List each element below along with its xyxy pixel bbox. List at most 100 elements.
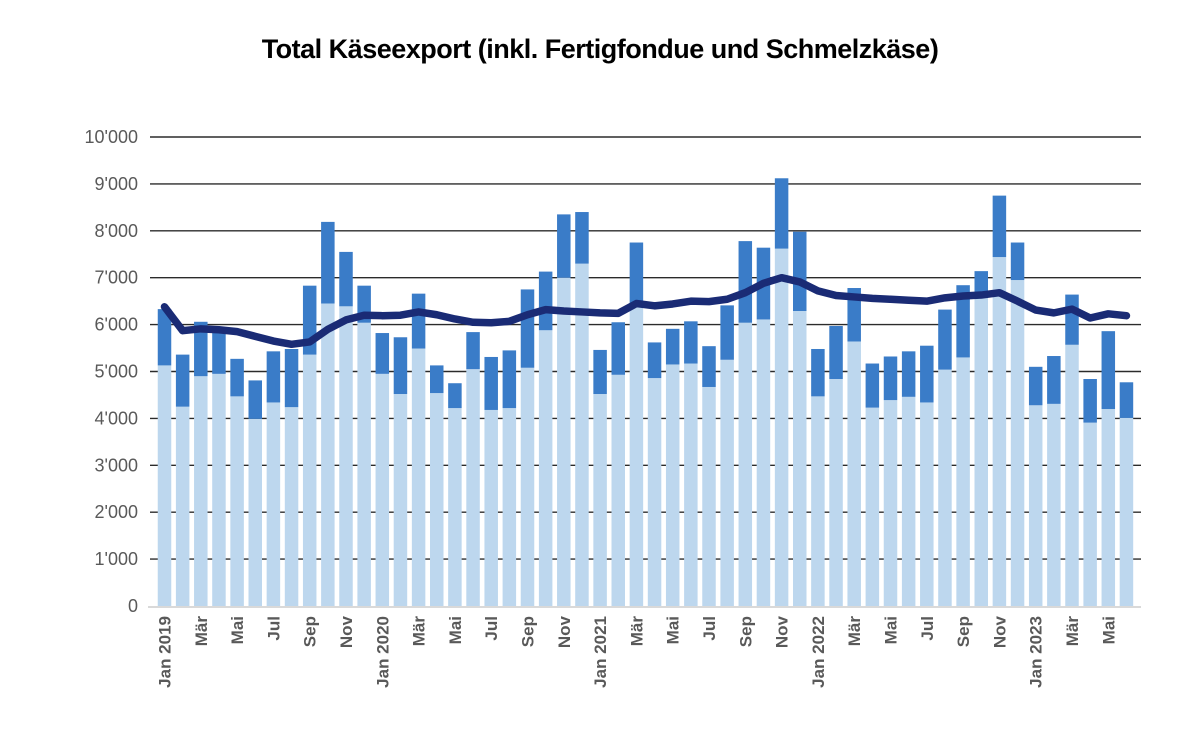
bar-light-segment [284, 407, 299, 606]
x-axis-label: Mai [1099, 616, 1118, 644]
bar-dark-segment [375, 333, 390, 374]
x-axis-label: Jan 2022 [809, 616, 828, 688]
bar-dark-segment [411, 293, 426, 349]
x-axis-label: Mär [1063, 616, 1082, 647]
bar-light-segment [194, 376, 208, 606]
bar-dark-segment [865, 363, 880, 408]
trend-line [160, 273, 1131, 349]
bar-light-segment [411, 348, 426, 606]
bar-light-segment [920, 402, 934, 606]
bar-dark-segment [702, 346, 716, 387]
x-axis-label: Mär [627, 616, 646, 647]
bar-light-segment [212, 373, 226, 606]
bar-dark-segment [538, 271, 553, 331]
bar-dark-segment [484, 356, 498, 410]
bar-light-segment [302, 354, 317, 606]
bar-light-segment [321, 303, 335, 606]
bar-dark-segment [974, 271, 988, 297]
bar-dark-segment [684, 321, 698, 364]
x-axis-label: Sep [954, 616, 973, 647]
bar-light-segment [266, 402, 281, 606]
bar-dark-segment [466, 332, 480, 370]
y-axis-label: 3'000 [95, 455, 138, 475]
bar-dark-segment [157, 309, 172, 366]
bar-light-segment [157, 365, 172, 606]
bar-dark-segment [230, 358, 244, 397]
x-axis-label: Nov [555, 615, 574, 648]
x-axis-labels: Jan 2019 Mär Mai Jul Sep Nov Jan 2020 Mär Mai Jul… [156, 615, 1119, 687]
bar-dark-segment [593, 349, 607, 395]
y-axis-label: 6'000 [95, 315, 138, 335]
bar-dark-segment [1083, 379, 1097, 423]
x-axis-label: Mär [410, 616, 429, 647]
bar-dark-segment [284, 348, 299, 408]
bar-light-segment [665, 364, 680, 606]
bar-light-segment [575, 263, 589, 606]
x-axis-label: Sep [301, 616, 320, 647]
bar-dark-segment [920, 345, 934, 403]
bar-light-segment [466, 369, 480, 606]
y-axis-labels: 0 1'000 2'000 3'000 4'000 5'000 6'000 7'000 8'00… [85, 127, 139, 616]
x-axis-label: Jan 2020 [373, 616, 392, 688]
x-axis-label: Jan 2023 [1027, 616, 1046, 688]
bar-light-segment [430, 393, 444, 606]
bar-dark-segment [339, 251, 353, 307]
x-axis-label: Mai [446, 616, 465, 644]
bar-dark-segment [1010, 242, 1025, 281]
bar-light-segment [1010, 280, 1025, 606]
bar-light-segment [992, 257, 1007, 606]
bar-dark-segment [629, 242, 644, 304]
bar-dark-segment [829, 326, 843, 380]
bar-dark-segment [1065, 294, 1079, 345]
bar-light-segment [811, 396, 825, 606]
bar-dark-segment [266, 351, 281, 403]
x-axis-label: Mai [664, 616, 683, 644]
y-axis-label: 1'000 [95, 549, 138, 569]
bar-dark-segment [448, 383, 462, 409]
bar-dark-segment [248, 380, 262, 419]
x-axis-label: Jul [918, 616, 937, 641]
x-axis-label: Jul [700, 616, 719, 641]
bar-light-segment [774, 248, 789, 606]
y-axis-label: 9'000 [95, 174, 138, 194]
bar-light-segment [756, 319, 771, 606]
y-axis-label: 10'000 [85, 127, 139, 147]
bar-dark-segment [393, 337, 408, 395]
y-axis-label: 8'000 [95, 221, 138, 241]
bar-dark-segment [520, 289, 535, 368]
bar-dark-segment [1028, 366, 1043, 406]
x-axis-label: Sep [736, 616, 755, 647]
bar-light-segment [1065, 344, 1079, 606]
bar-dark-segment [992, 195, 1007, 258]
x-axis-label: Nov [773, 615, 792, 648]
x-axis-label: Mär [192, 616, 211, 647]
y-axis-label: 0 [128, 596, 138, 616]
bar-dark-segment [194, 321, 208, 377]
bar-dark-segment [557, 214, 571, 278]
bar-dark-segment [502, 350, 517, 409]
y-axis-label: 7'000 [95, 268, 138, 288]
bar-dark-segment [774, 178, 789, 249]
bar-dark-segment [901, 351, 916, 397]
bars-group [157, 178, 1134, 606]
bar-dark-segment [847, 288, 861, 342]
bar-light-segment [629, 303, 644, 606]
bar-dark-segment [212, 332, 226, 374]
bar-dark-segment [738, 241, 753, 323]
x-axis-label: Jan 2021 [591, 616, 610, 688]
bar-light-segment [938, 369, 952, 606]
x-axis-label: Mai [228, 616, 247, 644]
bar-light-segment [520, 367, 535, 606]
bar-light-segment [1028, 405, 1043, 606]
bar-light-segment [847, 341, 861, 606]
bar-dark-segment [883, 356, 898, 401]
x-axis-label: Mai [882, 616, 901, 644]
bar-dark-segment [611, 322, 625, 375]
x-axis-label: Sep [519, 616, 538, 647]
bar-light-segment [793, 310, 807, 606]
gridlines [150, 136, 1141, 560]
bar-light-segment [1083, 422, 1097, 606]
x-axis-label: Jan 2019 [156, 616, 175, 688]
